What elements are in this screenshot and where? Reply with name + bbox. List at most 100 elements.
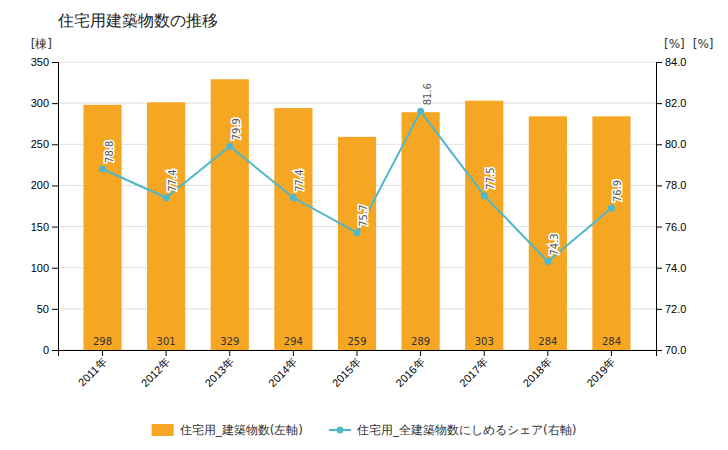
marker [544,258,551,265]
line-label: 76.9 [612,180,623,202]
tick-mark [547,350,548,356]
bar [402,112,440,350]
bar [211,79,249,350]
legend-swatch [152,424,174,436]
y-axis-label: [棟] [31,37,52,51]
y2-tick: 78.0 [656,179,686,191]
y-tick-label: 50 [37,303,49,315]
grid-line [58,62,656,63]
axis-line [59,351,657,357]
x-tick-label: 2012年 [139,356,173,390]
y-tick-label: 150 [31,221,49,233]
marker [417,108,424,115]
tick-mark [52,309,58,310]
y2-tick: 80.0 [656,138,686,150]
line-label: 77.4 [167,170,178,192]
tick-mark [656,227,662,228]
tick-mark [52,350,58,351]
y2-tick: 74.0 [656,262,686,274]
tick-mark [656,144,662,145]
markers [99,108,615,265]
legend-item: 住宅用_全建築物数にしめるシェア(右軸) [329,423,576,437]
y-tick: 0 [43,344,58,356]
bar [592,116,630,350]
x-tick: 2012年 [139,350,173,389]
y2-tick-label: 78.0 [665,179,686,191]
line-label: 81.6 [422,83,433,105]
y-tick-label: 0 [43,344,49,356]
tick-mark [656,268,662,269]
bar-label: 303 [475,336,494,347]
tick-mark [611,350,612,356]
chart: 2011年 2012年 2013年 2014年 2015年 2016年 2017年 2018年… [0,0,728,450]
bar [529,116,567,350]
tick-mark [357,350,358,356]
y2-tick: 70.0 [656,344,686,356]
marker [481,192,488,199]
y2-tick: 76.0 [656,221,686,233]
line-label: 77.4 [294,170,305,192]
bar-label: 298 [93,336,112,347]
marks [83,79,630,350]
legend-item: 住宅用_建築物数(左軸) [152,423,303,437]
y-tick: 150 [31,221,58,233]
x-tick: 2014年 [266,350,300,389]
y2-tick: 72.0 [656,303,686,315]
tick-mark [656,103,662,104]
bar [465,101,503,350]
y2-tick-label: 82.0 [665,97,686,109]
y2-tick: 82.0 [656,97,686,109]
line-label: 78.8 [104,141,115,163]
tick-mark [166,350,167,356]
bar [338,137,376,350]
x-tick-label: 2013年 [202,356,236,390]
x-tick: 2018年 [520,350,554,389]
legend-label: 住宅用_全建築物数にしめるシェア(右軸) [356,423,576,437]
y2-tick-label: 76.0 [665,221,686,233]
tick-mark [484,350,485,356]
tick-mark [293,350,294,356]
bar [83,105,121,350]
title: 住宅用建築物数の推移 [57,11,218,30]
tick-mark [656,309,662,310]
tick-mark [52,144,58,145]
y-tick-label: 100 [31,262,49,274]
y2-tick-label: 84.0 [665,56,686,68]
bar-label: 289 [411,336,430,347]
line-label: 74.3 [549,233,560,255]
y-tick-label: 200 [31,179,49,191]
x-tick: 2015年 [330,350,364,389]
line-label: 75.7 [358,204,369,226]
x-tick-label: 2011年 [76,356,109,389]
x-tick-label: 2019年 [584,356,618,390]
bar-series [83,79,630,350]
y-tick-label: 250 [31,138,49,150]
tick-mark [656,350,662,351]
marker [99,165,106,172]
bar-label: 284 [602,336,621,347]
x-tick-label: 2017年 [457,356,491,390]
y-tick: 300 [31,97,58,109]
x-tick: 2019年 [584,350,618,389]
marker [226,143,233,150]
data-labels: 29830132929425928930328428478.877.479.97… [93,83,623,347]
marker [163,194,170,201]
y-tick: 100 [31,262,58,274]
y2-axis-label: [%] [664,37,685,51]
legend-label: 住宅用_建築物数(左軸) [179,423,303,437]
x-tick-label: 2015年 [330,356,364,390]
tick-mark [52,62,58,63]
y2-tick-label: 72.0 [665,303,686,315]
annotation: [%] [693,37,714,51]
tick-mark [52,103,58,104]
y-axis: 050100150200250300350 [31,56,59,356]
x-tick-label: 2018年 [520,356,554,390]
bar [147,102,185,350]
line-label: 77.5 [485,167,496,189]
plot: 2011年 2012年 2013年 2014年 2015年 2016年 2017年 2018年… [31,56,687,389]
y2-tick-label: 70.0 [665,344,686,356]
legend: 住宅用_建築物数(左軸) 住宅用_全建築物数にしめるシェア(右軸) [152,423,577,437]
axis-line [52,63,59,351]
x-tick-label: 2016年 [393,356,427,390]
x-tick: 2016年 [393,350,427,389]
